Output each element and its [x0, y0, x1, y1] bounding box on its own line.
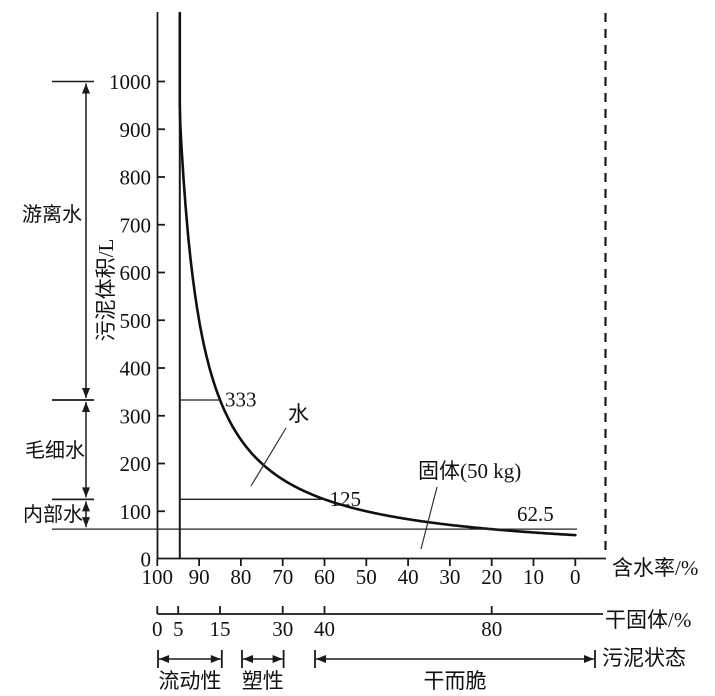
x-tick-label: 90: [189, 565, 210, 589]
water-fraction-arrowhead: [82, 517, 90, 528]
y-tick-label: 700: [120, 213, 152, 237]
y-tick-label: 500: [120, 309, 152, 333]
state-range-label: 塑性: [242, 669, 284, 693]
x-tick-label: 40: [398, 565, 419, 589]
x-tick-label: 30: [439, 565, 460, 589]
y-tick-label: 200: [120, 452, 152, 476]
y-tick-label: 300: [120, 404, 152, 428]
x-tick-label: 50: [356, 565, 377, 589]
water-fraction-arrowhead: [82, 387, 90, 398]
solids-leader-line: [420, 486, 438, 550]
water-annotation: 水: [288, 402, 309, 426]
dry-solids-tick-label: 5: [173, 617, 184, 641]
reference-label-333: 333: [225, 387, 257, 411]
y-tick-label: 100: [120, 500, 152, 524]
water-fraction-label: 毛细水: [25, 439, 85, 462]
y-tick-label: 800: [120, 166, 152, 190]
state-range-arrowhead: [584, 655, 594, 663]
dry-solids-axis-label: 干固体/%: [605, 608, 691, 632]
reference-label-62-5: 62.5: [517, 502, 554, 526]
dry-solids-tick-label: 40: [314, 617, 335, 641]
state-range-arrowhead: [272, 655, 283, 663]
state-range-arrowhead: [210, 655, 221, 663]
state-axis-label: 污泥状态: [602, 646, 686, 670]
x-tick-label: 100: [142, 565, 174, 589]
x-axis-label: 含水率/%: [612, 556, 698, 580]
dry-solids-tick-label: 80: [481, 617, 502, 641]
state-range-arrowhead: [316, 655, 326, 663]
sludge-volume-curve: [178, 11, 577, 537]
dry-solids-tick-label: 0: [152, 617, 163, 641]
y-tick-label: 0: [141, 548, 152, 572]
x-tick-label: 80: [230, 565, 251, 589]
state-range-arrowhead: [159, 655, 169, 663]
reference-label-125: 125: [330, 487, 362, 511]
water-fraction-arrowhead: [82, 83, 90, 94]
state-range-label: 干而脆: [424, 669, 487, 693]
x-tick-label: 10: [523, 565, 544, 589]
state-range-arrowhead: [243, 655, 253, 663]
y-axis-label: 污泥体积/L: [94, 239, 118, 342]
water-fraction-label: 内部水: [23, 503, 83, 526]
water-fraction-arrowhead: [82, 401, 90, 412]
y-tick-label: 400: [120, 357, 152, 381]
y-tick-label: 1000: [109, 70, 151, 94]
state-range-label: 流动性: [158, 669, 221, 693]
water-fraction-label: 游离水: [22, 203, 82, 226]
y-tick-label: 600: [120, 261, 152, 285]
x-tick-label: 20: [481, 565, 502, 589]
water-leader-line: [250, 427, 287, 487]
x-tick-label: 70: [272, 565, 293, 589]
y-tick-label: 900: [120, 118, 152, 142]
x-tick-label: 60: [314, 565, 335, 589]
dry-solids-tick-label: 30: [272, 617, 293, 641]
dry-solids-tick-label: 15: [210, 617, 231, 641]
solids-annotation: 固体(50 kg): [418, 459, 521, 483]
water-fraction-arrowhead: [82, 487, 90, 498]
x-tick-label: 0: [570, 565, 581, 589]
water-fraction-arrowhead: [82, 501, 90, 512]
